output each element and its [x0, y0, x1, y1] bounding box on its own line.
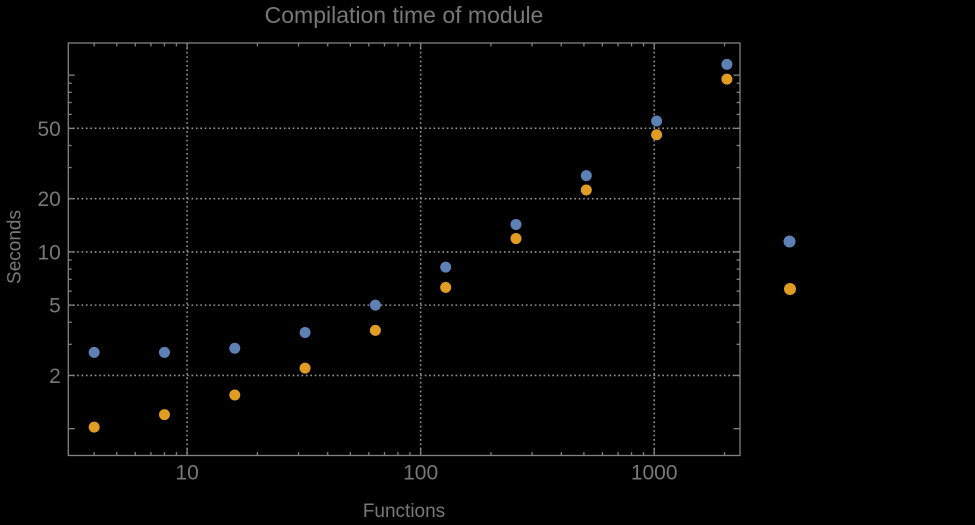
y-tick-label: 2	[49, 365, 61, 388]
legend-marker-1	[783, 235, 796, 248]
x-axis-label: Functions	[362, 501, 446, 522]
legend-marker-2	[784, 283, 796, 295]
data-point-series1	[510, 218, 522, 230]
data-point-series2	[229, 389, 241, 401]
data-point-series1	[158, 346, 170, 358]
y-axis-label: Seconds	[4, 210, 26, 284]
data-point-series1	[721, 58, 733, 70]
chart-title: Compilation time of module	[264, 2, 544, 28]
data-point-series1	[440, 261, 452, 273]
data-point-series2	[510, 233, 522, 245]
data-point-series2	[651, 129, 663, 141]
y-tick-label: 50	[37, 118, 60, 141]
data-point-series1	[229, 342, 241, 354]
data-point-series1	[580, 170, 592, 182]
y-tick-label: 20	[37, 188, 60, 211]
plot-frame	[67, 42, 741, 457]
data-point-series2	[440, 281, 452, 293]
data-point-series2	[158, 409, 170, 421]
data-point-series1	[651, 115, 663, 127]
y-tick-label: 10	[37, 241, 60, 264]
data-point-series1	[369, 299, 381, 311]
x-tick-label: 1000	[631, 462, 678, 485]
data-point-series1	[88, 346, 100, 358]
data-point-series2	[88, 421, 100, 433]
data-point-series2	[580, 184, 592, 196]
y-tick-label: 5	[49, 295, 61, 318]
data-point-series2	[369, 324, 381, 336]
data-point-series1	[299, 326, 311, 338]
x-tick-label: 10	[175, 462, 198, 485]
x-tick-label: 100	[403, 462, 438, 485]
data-point-series2	[721, 73, 733, 85]
data-point-series2	[299, 362, 311, 374]
